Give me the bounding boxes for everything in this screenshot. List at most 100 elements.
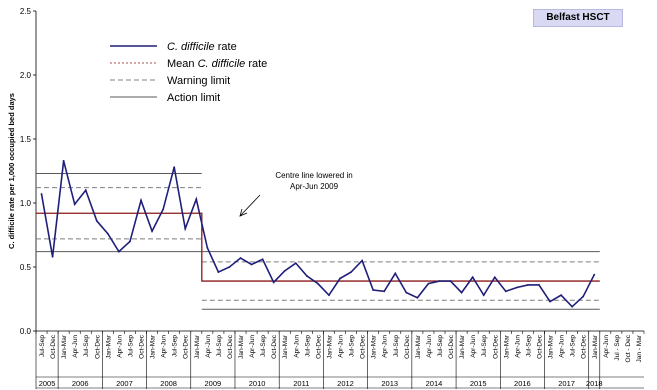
x-tick-label: Jan - Mar (636, 334, 643, 362)
x-tick-label: Jul-Sep (304, 335, 311, 357)
x-tick-label: Oct-Dec (139, 334, 146, 359)
x-tick-label: Jul - Sep (614, 335, 621, 361)
x-tick-label: Jul-Sep (481, 335, 488, 357)
legend-label: C. difficile rate (167, 41, 237, 53)
rate-point (118, 250, 120, 253)
rate-point (549, 300, 551, 303)
rate-point (217, 271, 220, 274)
x-tick-label: Jul-Sep (39, 335, 46, 357)
year-label: 2007 (116, 379, 133, 388)
rate-point (515, 286, 518, 289)
legend: C. difficile rate Mean C. difficile rate W… (110, 41, 267, 104)
rate-point (504, 290, 507, 293)
x-tick-label: Jul-Sep (260, 335, 267, 357)
x-tick-label: Jan-Mar (459, 334, 466, 359)
rate-point (427, 282, 430, 285)
rate-point (206, 246, 209, 249)
rate-point (372, 289, 375, 291)
x-tick-label: Oct-Dec (448, 334, 455, 359)
year-label: 2006 (72, 379, 89, 388)
rate-point (250, 263, 253, 266)
year-label: 2014 (426, 379, 443, 388)
year-label: 2011 (293, 379, 309, 388)
rate-point (438, 280, 441, 282)
rate-point (95, 220, 98, 222)
year-label: 2016 (514, 379, 531, 388)
x-tick-label: Jan-Mar (371, 334, 378, 359)
x-tick-label: Apr-Jun (559, 335, 566, 358)
year-label: 2013 (381, 379, 398, 388)
rate-point (383, 290, 386, 293)
rate-point (62, 159, 65, 162)
legend-label: Action limit (167, 92, 220, 104)
x-tick-label: Oct-Dec (94, 334, 101, 359)
rate-point (162, 208, 165, 211)
x-tick-label: Oct-Dec (360, 334, 367, 359)
x-tick-label: Apr-Jun (205, 335, 212, 358)
annotation-arrow (239, 194, 261, 217)
y-tick-label: 0.5 (20, 263, 32, 272)
year-label: 2008 (160, 379, 177, 388)
year-label: 2005 (39, 379, 56, 388)
rate-point (582, 295, 585, 298)
year-label: 2015 (470, 379, 487, 388)
year-label: 2012 (337, 379, 354, 388)
x-tick-label: Jan-Mar (415, 334, 422, 359)
rate-point (471, 276, 474, 279)
rate-point (405, 291, 408, 294)
x-tick-label: Jul-Sep (172, 335, 179, 357)
rate-point (316, 282, 319, 285)
rate-point (305, 275, 308, 277)
annotation-arrowhead (239, 208, 248, 217)
x-axis: Jul-Sep Oct-Dec Jan-Mar Apr-Jun Jul-Sep Oct-D… (35, 330, 645, 389)
y-tick-label: 2.5 (20, 7, 32, 16)
year-label: 2010 (249, 379, 266, 388)
x-tick-label: Jul-Sep (393, 335, 400, 357)
x-tick-label: Apr-Jun (72, 335, 79, 358)
legend-label: Warning limit (167, 75, 230, 87)
x-tick-label: Apr-Jun (293, 335, 300, 358)
rate-point (151, 230, 153, 233)
rate-point (339, 277, 341, 280)
annotation-line-1: Centre line lowered in (275, 171, 352, 180)
y-tick-label: 1.0 (20, 199, 32, 208)
x-tick-label: Jul-Sep (127, 335, 134, 357)
year-label: 2018 (586, 379, 603, 388)
x-tick-label: Jul-Sep (83, 335, 90, 357)
x-tick-label: Apr-Jun (470, 335, 477, 358)
x-tick-label: Oct-Dec (315, 334, 322, 359)
rate-point (84, 189, 87, 192)
rate-point (361, 259, 364, 262)
rate-point (140, 199, 142, 202)
x-tick-label: Apr-Jun (514, 335, 521, 358)
rate-point (239, 257, 242, 259)
y-tick-label: 0.0 (20, 327, 32, 336)
rate-point (527, 284, 529, 286)
year-label: 2017 (558, 379, 575, 388)
mean-rate-line (36, 212, 600, 282)
annotation: Centre line lowered in Apr-Jun 2009 (239, 171, 353, 217)
rate-point (294, 262, 297, 265)
rate-point (261, 258, 264, 261)
annotation-line-2: Apr-Jun 2009 (290, 182, 339, 191)
rate-point (482, 294, 485, 297)
x-tick-label: Jul-Sep (525, 335, 532, 357)
x-tick-label: Oct-Dec (404, 334, 411, 359)
x-tick-label: Apr-Jun (116, 335, 123, 358)
x-tick-label: Apr-Jun (603, 335, 610, 358)
x-tick-label: Jan-Mar (548, 334, 555, 359)
x-tick-label: Apr-Jun (249, 335, 256, 358)
x-tick-label: Oct-Dec (50, 334, 57, 359)
legend-label: Mean C. difficile rate (167, 58, 267, 70)
y-tick-label: 2.0 (20, 71, 32, 80)
x-tick-label: Oct-Dec (492, 334, 499, 359)
rate-point (350, 271, 352, 274)
rate-point (129, 240, 131, 243)
mean-lines (36, 212, 600, 282)
x-tick-label: Jan-Mar (238, 334, 245, 359)
y-axis: 0.0 0.5 1.0 1.5 2.0 2.5 C. difficile rate per … (7, 7, 37, 336)
rate-point (493, 276, 496, 279)
x-tick-label: Oct - Dec (625, 334, 632, 362)
rate-point (40, 193, 43, 195)
